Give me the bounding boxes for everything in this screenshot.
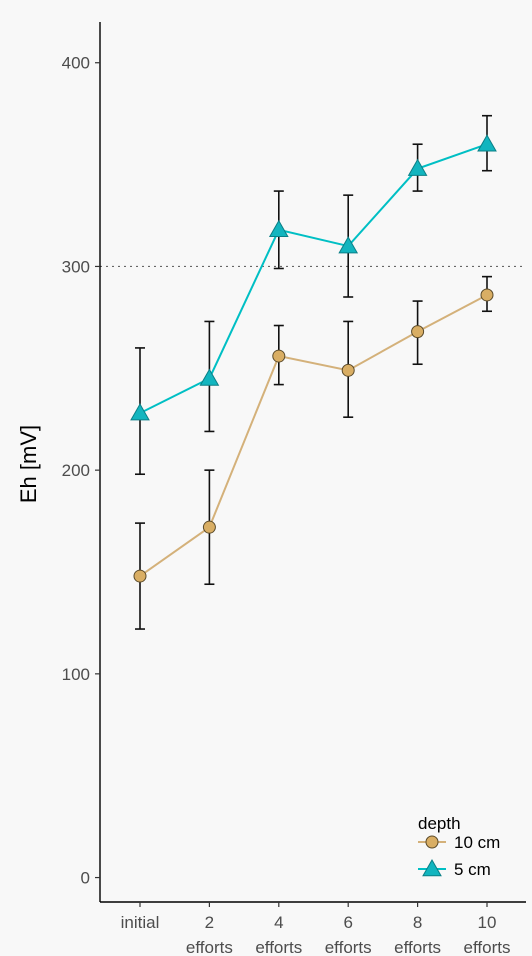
y-tick-label: 0 — [81, 869, 90, 888]
data-point-10-cm — [203, 521, 215, 533]
legend-key-marker-10-cm — [426, 836, 438, 848]
x-tick-label: efforts — [394, 938, 441, 956]
data-point-10-cm — [134, 570, 146, 582]
data-point-10-cm — [342, 364, 354, 376]
x-tick-label: efforts — [186, 938, 233, 956]
y-tick-label: 200 — [62, 461, 90, 480]
legend-label-10-cm: 10 cm — [454, 833, 500, 852]
y-tick-label: 400 — [62, 54, 90, 73]
x-tick-label: efforts — [464, 938, 511, 956]
legend-title: depth — [418, 814, 461, 833]
legend-label-5-cm: 5 cm — [454, 860, 491, 879]
x-tick-label: initial — [121, 913, 160, 932]
x-tick-label: 6 — [343, 913, 352, 932]
x-tick-label: 10 — [478, 913, 497, 932]
data-point-10-cm — [273, 350, 285, 362]
y-tick-label: 300 — [62, 257, 90, 276]
data-point-10-cm — [481, 289, 493, 301]
y-axis-title: Eh [mV] — [16, 425, 41, 503]
x-tick-label: 2 — [205, 913, 214, 932]
x-tick-label: efforts — [325, 938, 372, 956]
data-point-10-cm — [412, 326, 424, 338]
x-tick-label: 8 — [413, 913, 422, 932]
x-tick-label: efforts — [255, 938, 302, 956]
x-tick-label: 4 — [274, 913, 283, 932]
y-tick-label: 100 — [62, 665, 90, 684]
